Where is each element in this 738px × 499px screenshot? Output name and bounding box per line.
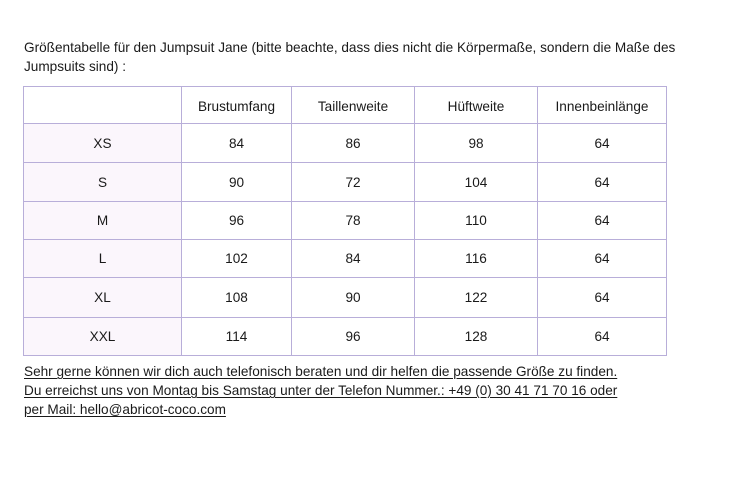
size-label: L bbox=[23, 239, 182, 278]
value-brustumfang: 108 bbox=[181, 277, 292, 318]
header-taillenweite: Taillenweite bbox=[291, 86, 415, 124]
value-taillenweite: 72 bbox=[291, 162, 415, 202]
size-label: M bbox=[23, 201, 182, 240]
contact-info: Sehr gerne können wir dich auch telefoni… bbox=[24, 362, 704, 419]
value-brustumfang: 102 bbox=[181, 239, 292, 278]
size-label: XXL bbox=[23, 317, 182, 356]
header-hueftweite: Hüftweite bbox=[414, 86, 538, 124]
table-row: L 102 84 116 64 bbox=[23, 239, 667, 278]
value-taillenweite: 90 bbox=[291, 277, 415, 318]
size-table: Brustumfang Taillenweite Hüftweite Innen… bbox=[23, 86, 667, 356]
value-hueftweite: 128 bbox=[414, 317, 538, 356]
size-label: S bbox=[23, 162, 182, 202]
value-innenbeinlaenge: 64 bbox=[537, 162, 667, 202]
table-row: XL 108 90 122 64 bbox=[23, 277, 667, 318]
value-taillenweite: 96 bbox=[291, 317, 415, 356]
value-innenbeinlaenge: 64 bbox=[537, 123, 667, 163]
value-innenbeinlaenge: 64 bbox=[537, 317, 667, 356]
value-taillenweite: 78 bbox=[291, 201, 415, 240]
value-hueftweite: 122 bbox=[414, 277, 538, 318]
value-hueftweite: 98 bbox=[414, 123, 538, 163]
header-innenbeinlaenge: Innenbeinlänge bbox=[537, 86, 667, 124]
value-taillenweite: 86 bbox=[291, 123, 415, 163]
value-brustumfang: 96 bbox=[181, 201, 292, 240]
table-header-row: Brustumfang Taillenweite Hüftweite Innen… bbox=[23, 86, 667, 124]
table-row: XXL 114 96 128 64 bbox=[23, 317, 667, 356]
value-hueftweite: 104 bbox=[414, 162, 538, 202]
value-brustumfang: 84 bbox=[181, 123, 292, 163]
contact-line-email[interactable]: per Mail: hello@abricot-coco.com bbox=[24, 402, 226, 417]
value-innenbeinlaenge: 64 bbox=[537, 201, 667, 240]
table-row: XS 84 86 98 64 bbox=[23, 123, 667, 163]
value-brustumfang: 114 bbox=[181, 317, 292, 356]
value-hueftweite: 116 bbox=[414, 239, 538, 278]
value-innenbeinlaenge: 64 bbox=[537, 277, 667, 318]
value-taillenweite: 84 bbox=[291, 239, 415, 278]
table-row: S 90 72 104 64 bbox=[23, 162, 667, 202]
value-brustumfang: 90 bbox=[181, 162, 292, 202]
value-hueftweite: 110 bbox=[414, 201, 538, 240]
header-brustumfang: Brustumfang bbox=[181, 86, 292, 124]
value-innenbeinlaenge: 64 bbox=[537, 239, 667, 278]
contact-line-consultation: Sehr gerne können wir dich auch telefoni… bbox=[24, 364, 618, 379]
table-row: M 96 78 110 64 bbox=[23, 201, 667, 240]
intro-text: Größentabelle für den Jumpsuit Jane (bit… bbox=[24, 40, 676, 74]
size-label: XL bbox=[23, 277, 182, 318]
contact-line-phone[interactable]: Du erreichst uns von Montag bis Samstag … bbox=[24, 383, 618, 398]
header-cell-empty bbox=[23, 86, 182, 124]
size-label: XS bbox=[23, 123, 182, 163]
